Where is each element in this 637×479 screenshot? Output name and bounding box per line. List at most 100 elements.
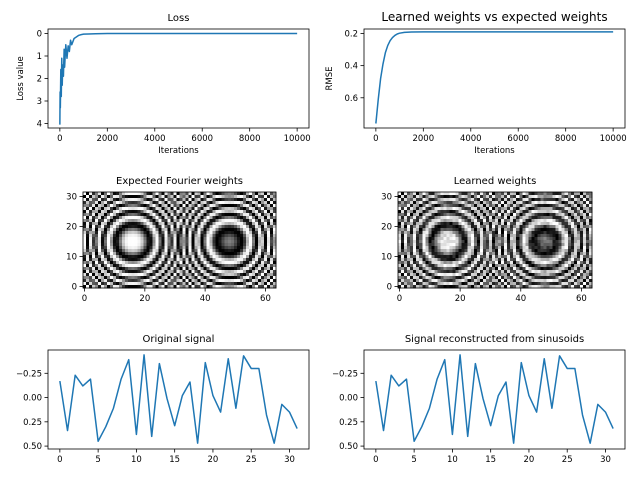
heatmap-cell [485,204,490,208]
heatmap-cell [89,285,93,289]
heatmap-cell [401,204,405,208]
heatmap-cell [488,204,493,208]
heatmap-cell [525,261,529,265]
heatmap-cell [104,204,108,208]
heatmap-cell [407,261,411,265]
heatmap-cell [498,279,502,283]
heatmap-cell [431,267,435,271]
heatmap-cell [107,255,111,259]
heatmap-cell [236,192,241,196]
heatmap-cell [467,210,472,214]
heatmap-cell [404,207,408,211]
heatmap-cell [197,270,202,274]
heatmap-cell [128,231,132,235]
heatmap-cell [573,225,578,229]
heatmap-cell [218,279,223,283]
heatmap-cell [540,225,544,229]
heatmap-cell [137,243,141,247]
heatmap-cell [92,246,96,250]
heatmap-cell [555,237,560,241]
heatmap-cell [570,285,575,289]
heatmap-cell [158,213,162,217]
heatmap-cell [230,255,235,259]
heatmap-cell [534,243,538,247]
heatmap-cell [404,273,408,277]
heatmap-cell [519,204,523,208]
heatmap-cell [236,228,241,232]
heatmap-cell [570,267,575,271]
heatmap-cell [419,282,423,286]
heatmap-cell [83,204,87,208]
heatmap-cell [522,252,526,256]
heatmap-cell [245,225,250,229]
heatmap-cell [567,282,572,286]
heatmap-cell [200,225,205,229]
heatmap-cell [194,267,198,271]
heatmap-cell [215,219,220,223]
heatmap-cell [182,246,186,250]
heatmap-cell [561,255,566,259]
heatmap-cell [443,204,447,208]
heatmap-cell [440,231,444,235]
heatmap-cell [485,192,490,196]
heatmap-cell [176,252,180,256]
heatmap-cell [221,225,226,229]
heatmap-cell [425,225,429,229]
heatmap-cell [101,252,105,256]
heatmap-cell [407,273,411,277]
heatmap-cell [507,201,511,205]
heatmap-cell [510,243,514,247]
heatmap-cell [495,213,499,217]
heatmap-cell [513,261,517,265]
heatmap-cell [233,213,238,217]
heatmap-cell [425,234,429,238]
heatmap-cell [116,249,120,253]
heatmap-cell [266,261,271,265]
heatmap-cell [470,276,475,280]
heatmap-cell [176,195,180,199]
heatmap-cell [561,198,566,202]
heatmap-cell [239,276,244,280]
heatmap-cell [522,198,526,202]
heatmap-cell [461,249,466,253]
heatmap-cell [564,249,569,253]
heatmap-cell [525,282,529,286]
heatmap-cell [543,201,547,205]
heatmap-cell [254,267,259,271]
heatmap-cell [260,258,265,262]
heatmap-cell [470,237,475,241]
heatmap-cell [549,219,553,223]
heatmap-cell [209,249,214,253]
heatmap-cell [564,219,569,223]
heatmap-cell [561,222,566,226]
heatmap-cell [537,195,541,199]
heatmap-cell [470,195,475,199]
heatmap-cell [263,264,268,268]
heatmap-cell [422,210,426,214]
heatmap-cell [131,225,135,229]
heatmap-cell [155,261,159,265]
heatmap-cell [242,255,247,259]
heatmap-cell [558,219,563,223]
heatmap-cell [254,258,259,262]
heatmap-cell [86,285,90,289]
heatmap-cell [149,195,153,199]
heatmap-cell [443,192,447,196]
heatmap-cell [413,231,417,235]
heatmap-cell [404,237,408,241]
heatmap-cell [131,234,135,238]
heatmap-cell [152,270,156,274]
heatmap-cell [404,195,408,199]
heatmap-cell [149,279,153,283]
heatmap-cell [579,285,584,289]
heatmap-cell [254,225,259,229]
heatmap-cell [422,207,426,211]
heatmap-cell [485,222,490,226]
heatmap-cell [245,246,250,250]
heatmap-cell [122,198,126,202]
heatmap-cell [92,285,96,289]
heatmap-cell [254,285,259,289]
heatmap-cell [464,270,469,274]
heatmap-cell [549,240,553,244]
heatmap-cell [410,276,414,280]
